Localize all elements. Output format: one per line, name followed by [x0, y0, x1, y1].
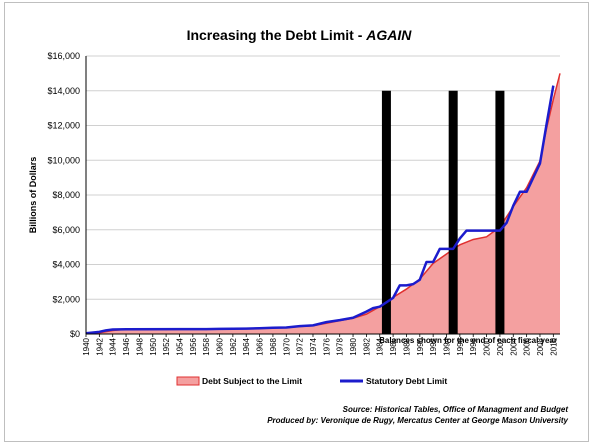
y-tick-label: $6,000	[52, 225, 80, 235]
x-tick-label: 1982	[362, 337, 371, 355]
x-tick-label: 1958	[202, 337, 211, 355]
chart-title-emphasis: AGAIN	[365, 27, 412, 43]
marker-bar	[495, 90, 505, 334]
y-axis-title: Billions of Dollars	[28, 157, 38, 234]
x-tick-label: 2010	[549, 337, 558, 355]
y-tick-label: $16,000	[47, 51, 80, 61]
x-tick-label: 1986	[389, 337, 398, 355]
x-tick-label: 1974	[309, 337, 318, 355]
chart-title-main: Increasing the Debt Limit -	[187, 27, 367, 43]
x-tick-label: 1954	[175, 337, 184, 355]
x-tick-label: 1984	[376, 337, 385, 355]
producer-line: Produced by: Veronique de Rugy, Mercatus…	[267, 416, 568, 425]
legend-label-statutory-limit: Statutory Debt Limit	[366, 376, 447, 386]
area-fill	[86, 73, 560, 334]
axes: $0 $2,000 $4,000 $6,000 $8,000 $10,000 $12,000…	[47, 51, 560, 356]
source-line: Source: Historical Tables, Office of Man…	[343, 405, 569, 414]
legend-swatch-debt-subject	[176, 376, 200, 386]
y-tick-label: $12,000	[47, 121, 80, 131]
x-tick-label: 1940	[82, 337, 91, 355]
y-tick-label: $4,000	[52, 260, 80, 270]
x-tick-label: 1998	[469, 337, 478, 355]
x-tick-label: 2000	[483, 337, 492, 355]
y-tick-label: $14,000	[47, 86, 80, 96]
x-tick-label: 1942	[95, 337, 104, 355]
x-tick-label: 1970	[282, 337, 291, 355]
marker-bar	[448, 90, 458, 334]
x-tick-label: 2004	[509, 337, 518, 355]
y-tick-label: $0	[70, 329, 80, 339]
x-tick-label: 2002	[496, 337, 505, 355]
x-tick-label: 1946	[122, 337, 131, 355]
x-tick-label: 1966	[256, 337, 265, 355]
statutory-limit-path	[85, 85, 555, 335]
x-tick-label: 2006	[523, 337, 532, 355]
x-tick-label: 1994	[443, 337, 452, 355]
x-tick-label: 1996	[456, 337, 465, 355]
x-tick-label: 1978	[336, 337, 345, 355]
legend-label-debt-subject: Debt Subject to the Limit	[202, 376, 302, 386]
x-tick-label: 1988	[402, 337, 411, 355]
x-tick-label: 1952	[162, 337, 171, 355]
x-tick-label: 1968	[269, 337, 278, 355]
chart-title: Increasing the Debt Limit - AGAIN	[187, 27, 413, 43]
x-tick-label: 1992	[429, 337, 438, 355]
x-tick-label: 1950	[149, 337, 158, 355]
y-tick-label: $2,000	[52, 294, 80, 304]
x-tick-label: 1990	[416, 337, 425, 355]
x-tick-label: 2008	[536, 337, 545, 355]
chart-frame	[4, 2, 589, 442]
y-tick-label: $8,000	[52, 190, 80, 200]
x-tick-label: 1964	[242, 337, 251, 355]
legend: Debt Subject to the Limit Statutory Debt…	[176, 376, 447, 386]
x-tick-label: 1972	[296, 337, 305, 355]
series-statutory-limit-line	[85, 85, 555, 335]
x-tick-label: 1944	[109, 337, 118, 355]
x-tick-label: 1956	[189, 337, 198, 355]
x-tick-label: 1962	[229, 337, 238, 355]
marker-bar	[381, 90, 391, 334]
x-tick-label: 1980	[349, 337, 358, 355]
y-tick-label: $10,000	[47, 155, 80, 165]
fiscal-year-note: Balances shown for the end of each fisca…	[379, 336, 557, 345]
marker-bars	[381, 90, 505, 334]
x-tick-label: 1976	[322, 337, 331, 355]
x-tick-label: 1960	[216, 337, 225, 355]
x-tick-label: 1948	[135, 337, 144, 355]
series-debt-subject-area	[85, 73, 561, 335]
